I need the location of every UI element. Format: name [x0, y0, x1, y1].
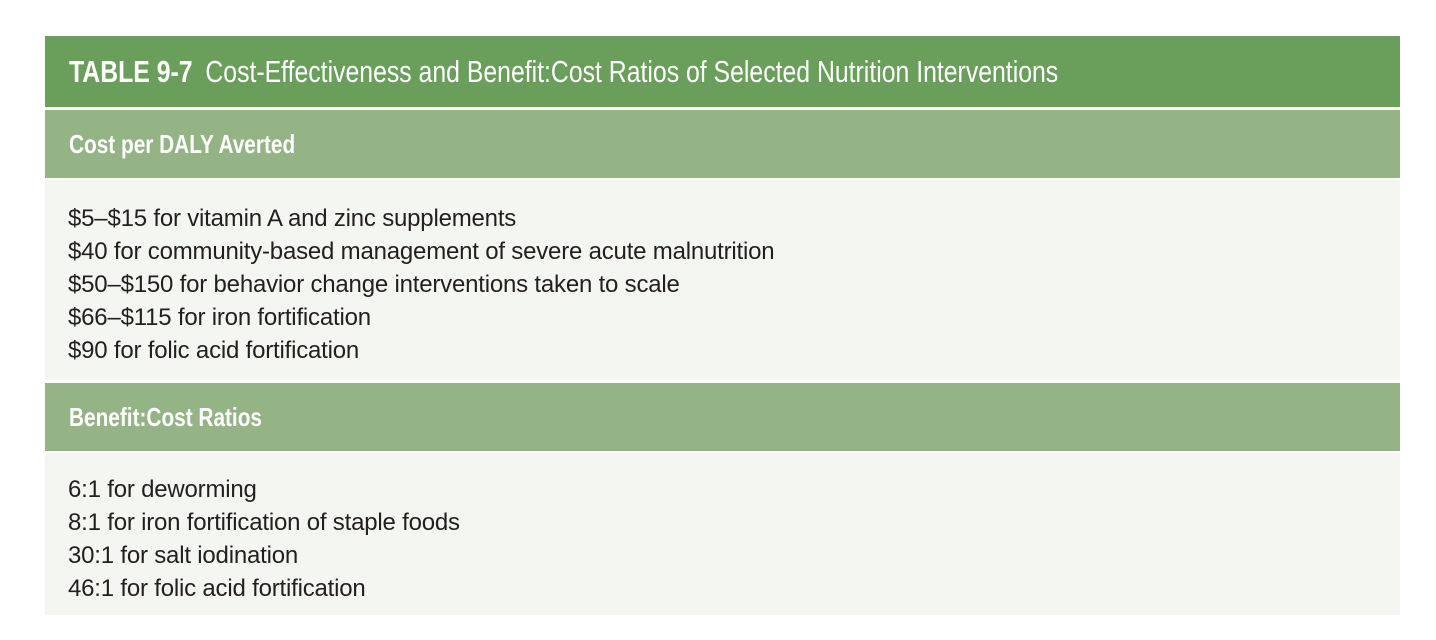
list-item: 46:1 for folic acid fortification: [68, 575, 366, 602]
section-heading: Benefit:Cost Ratios: [69, 401, 262, 432]
list-item: 6:1 for deworming: [68, 476, 257, 503]
table-number: TABLE 9-7: [69, 53, 193, 89]
list-item: $66–$115 for iron fortification: [68, 304, 371, 331]
section-heading: Cost per DALY Averted: [69, 128, 296, 159]
list-item: $50–$150 for behavior change interventio…: [68, 271, 680, 298]
list-item: 30:1 for salt iodination: [68, 542, 299, 569]
section-header-benefit-cost: Benefit:Cost Ratios: [45, 383, 1400, 451]
section-header-cost-per-daly: Cost per DALY Averted: [45, 110, 1400, 178]
section-body-benefit-cost: 6:1 for deworming 8:1 for iron fortifica…: [45, 453, 1400, 615]
table-title: Cost-Effectiveness and Benefit:Cost Rati…: [205, 53, 1059, 89]
list-item: $40 for community-based management of se…: [68, 238, 775, 265]
table-title-bar: TABLE 9-7 Cost-Effectiveness and Benefit:…: [45, 36, 1400, 107]
list-item: $5–$15 for vitamin A and zinc supplement…: [68, 205, 517, 232]
table-9-7: TABLE 9-7 Cost-Effectiveness and Benefit:…: [45, 36, 1400, 615]
list-item: 8:1 for iron fortification of staple foo…: [68, 509, 460, 536]
list-item: $90 for folic acid fortification: [68, 337, 360, 364]
section-body-cost-per-daly: $5–$15 for vitamin A and zinc supplement…: [45, 180, 1400, 380]
